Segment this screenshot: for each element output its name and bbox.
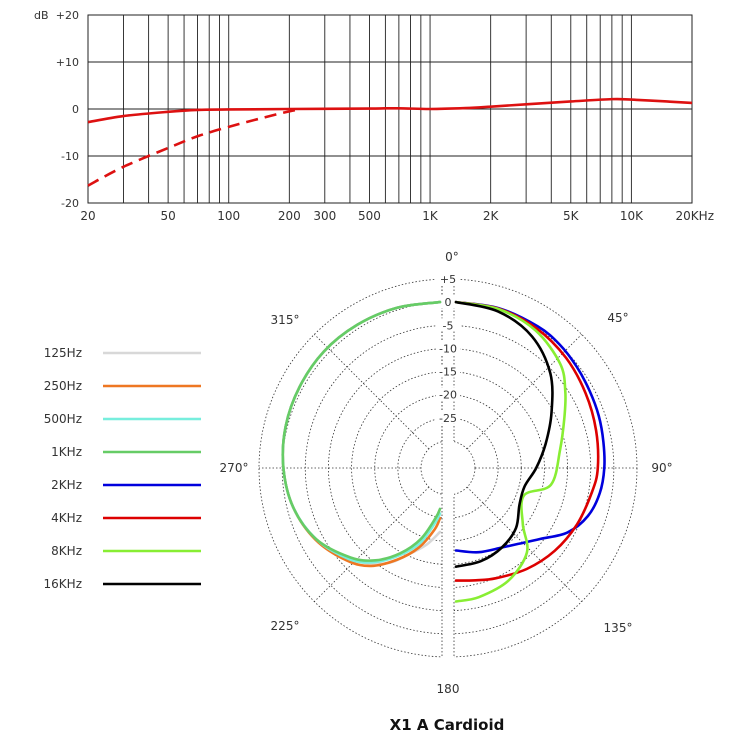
freq-y-tick-label: -10	[61, 150, 79, 163]
legend-label: 250Hz	[44, 379, 82, 393]
frequency-response-chart: +20 +10 0 -10 -20 dB 20 50 100 200 300 500 1K 2K 5K 10K…	[34, 9, 714, 223]
polar-center-gap	[442, 277, 454, 659]
polar-series-1khz	[281, 300, 442, 562]
polar-angle-label: 180	[437, 682, 460, 696]
polar-r-tick-label: -15	[439, 366, 457, 379]
freq-y-axis-label: dB	[34, 9, 49, 22]
freq-y-tick-label: +10	[56, 56, 79, 69]
polar-r-tick-bg	[436, 387, 460, 401]
polar-spoke	[466, 486, 582, 602]
polar-r-tick-label: -5	[443, 319, 454, 332]
polar-r-tick-label: -10	[439, 342, 457, 355]
freq-x-tick-label: 500	[358, 209, 381, 223]
polar-ring	[374, 394, 522, 542]
polar-r-tick-label: +5	[440, 273, 456, 286]
legend-label: 16KHz	[44, 577, 82, 591]
polar-series-4khz	[454, 300, 600, 582]
polar-angle-label: 270°	[220, 461, 249, 475]
polar-chart-title: X1 A Cardioid	[390, 716, 505, 734]
polar-spoke	[466, 334, 582, 450]
polar-angle-label: 135°	[604, 621, 633, 635]
polar-r-tick-bg	[436, 341, 460, 355]
polar-angle-label: 0°	[445, 250, 459, 264]
freq-x-tick-label: 10K	[620, 209, 644, 223]
legend-label: 500Hz	[44, 412, 82, 426]
freq-x-tick-label: 100	[217, 209, 240, 223]
freq-x-tick-label: 300	[313, 209, 336, 223]
polar-series-8khz	[454, 300, 567, 603]
freq-series-solid	[87, 97, 693, 124]
legend-label: 2KHz	[51, 478, 82, 492]
polar-series-125hz	[281, 300, 442, 566]
polar-r-tick-bg	[436, 272, 460, 285]
polar-angle-label: 45°	[607, 311, 628, 325]
freq-series-dashed	[87, 107, 302, 187]
polar-angle-label: 225°	[271, 619, 300, 633]
polar-series-250hz	[281, 300, 442, 568]
polar-r-tick-label: -20	[439, 389, 457, 402]
polar-legend: 125Hz 250Hz 500Hz 1KHz 2KHz 4KHz 8KHz 16KHz	[44, 346, 201, 591]
freq-y-tick-label: -20	[61, 197, 79, 210]
legend-label: 4KHz	[51, 511, 82, 525]
polar-angle-label: 90°	[651, 461, 672, 475]
polar-series-2khz	[454, 300, 606, 554]
polar-series-16khz	[454, 300, 554, 568]
polar-r-tick-bg	[436, 410, 460, 424]
legend-label: 8KHz	[51, 544, 82, 558]
freq-x-tick-label: 20	[80, 209, 95, 223]
polar-ring	[328, 348, 568, 588]
freq-x-tick-label: 50	[160, 209, 175, 223]
freq-x-tick-label: 5K	[563, 209, 580, 223]
freq-y-tick-label: 0	[72, 103, 79, 116]
legend-label: 1KHz	[51, 445, 82, 459]
freq-y-tick-label: +20	[56, 9, 79, 22]
polar-pattern-chart: +5 0 -5 -10 -15 -20 -25 0° 45° 90° 135° 180 225° 270°…	[220, 250, 673, 696]
freq-x-tick-label: 20KHz	[676, 209, 714, 223]
freq-x-tick-label: 1K	[422, 209, 439, 223]
freq-frame	[87, 14, 693, 204]
polar-r-tick-bg	[436, 364, 460, 378]
polar-angle-label: 315°	[271, 313, 300, 327]
polar-series-500hz	[281, 300, 442, 564]
freq-x-tick-label: 200	[278, 209, 301, 223]
polar-r-tick-bg	[436, 295, 460, 309]
polar-spoke	[314, 334, 430, 450]
legend-label: 125Hz	[44, 346, 82, 360]
polar-r-tick-bg	[436, 318, 460, 332]
freq-x-tick-label: 2K	[483, 209, 500, 223]
polar-r-tick-label: -25	[439, 412, 457, 425]
polar-r-tick-label: 0	[445, 296, 452, 309]
polar-spoke	[314, 486, 430, 602]
